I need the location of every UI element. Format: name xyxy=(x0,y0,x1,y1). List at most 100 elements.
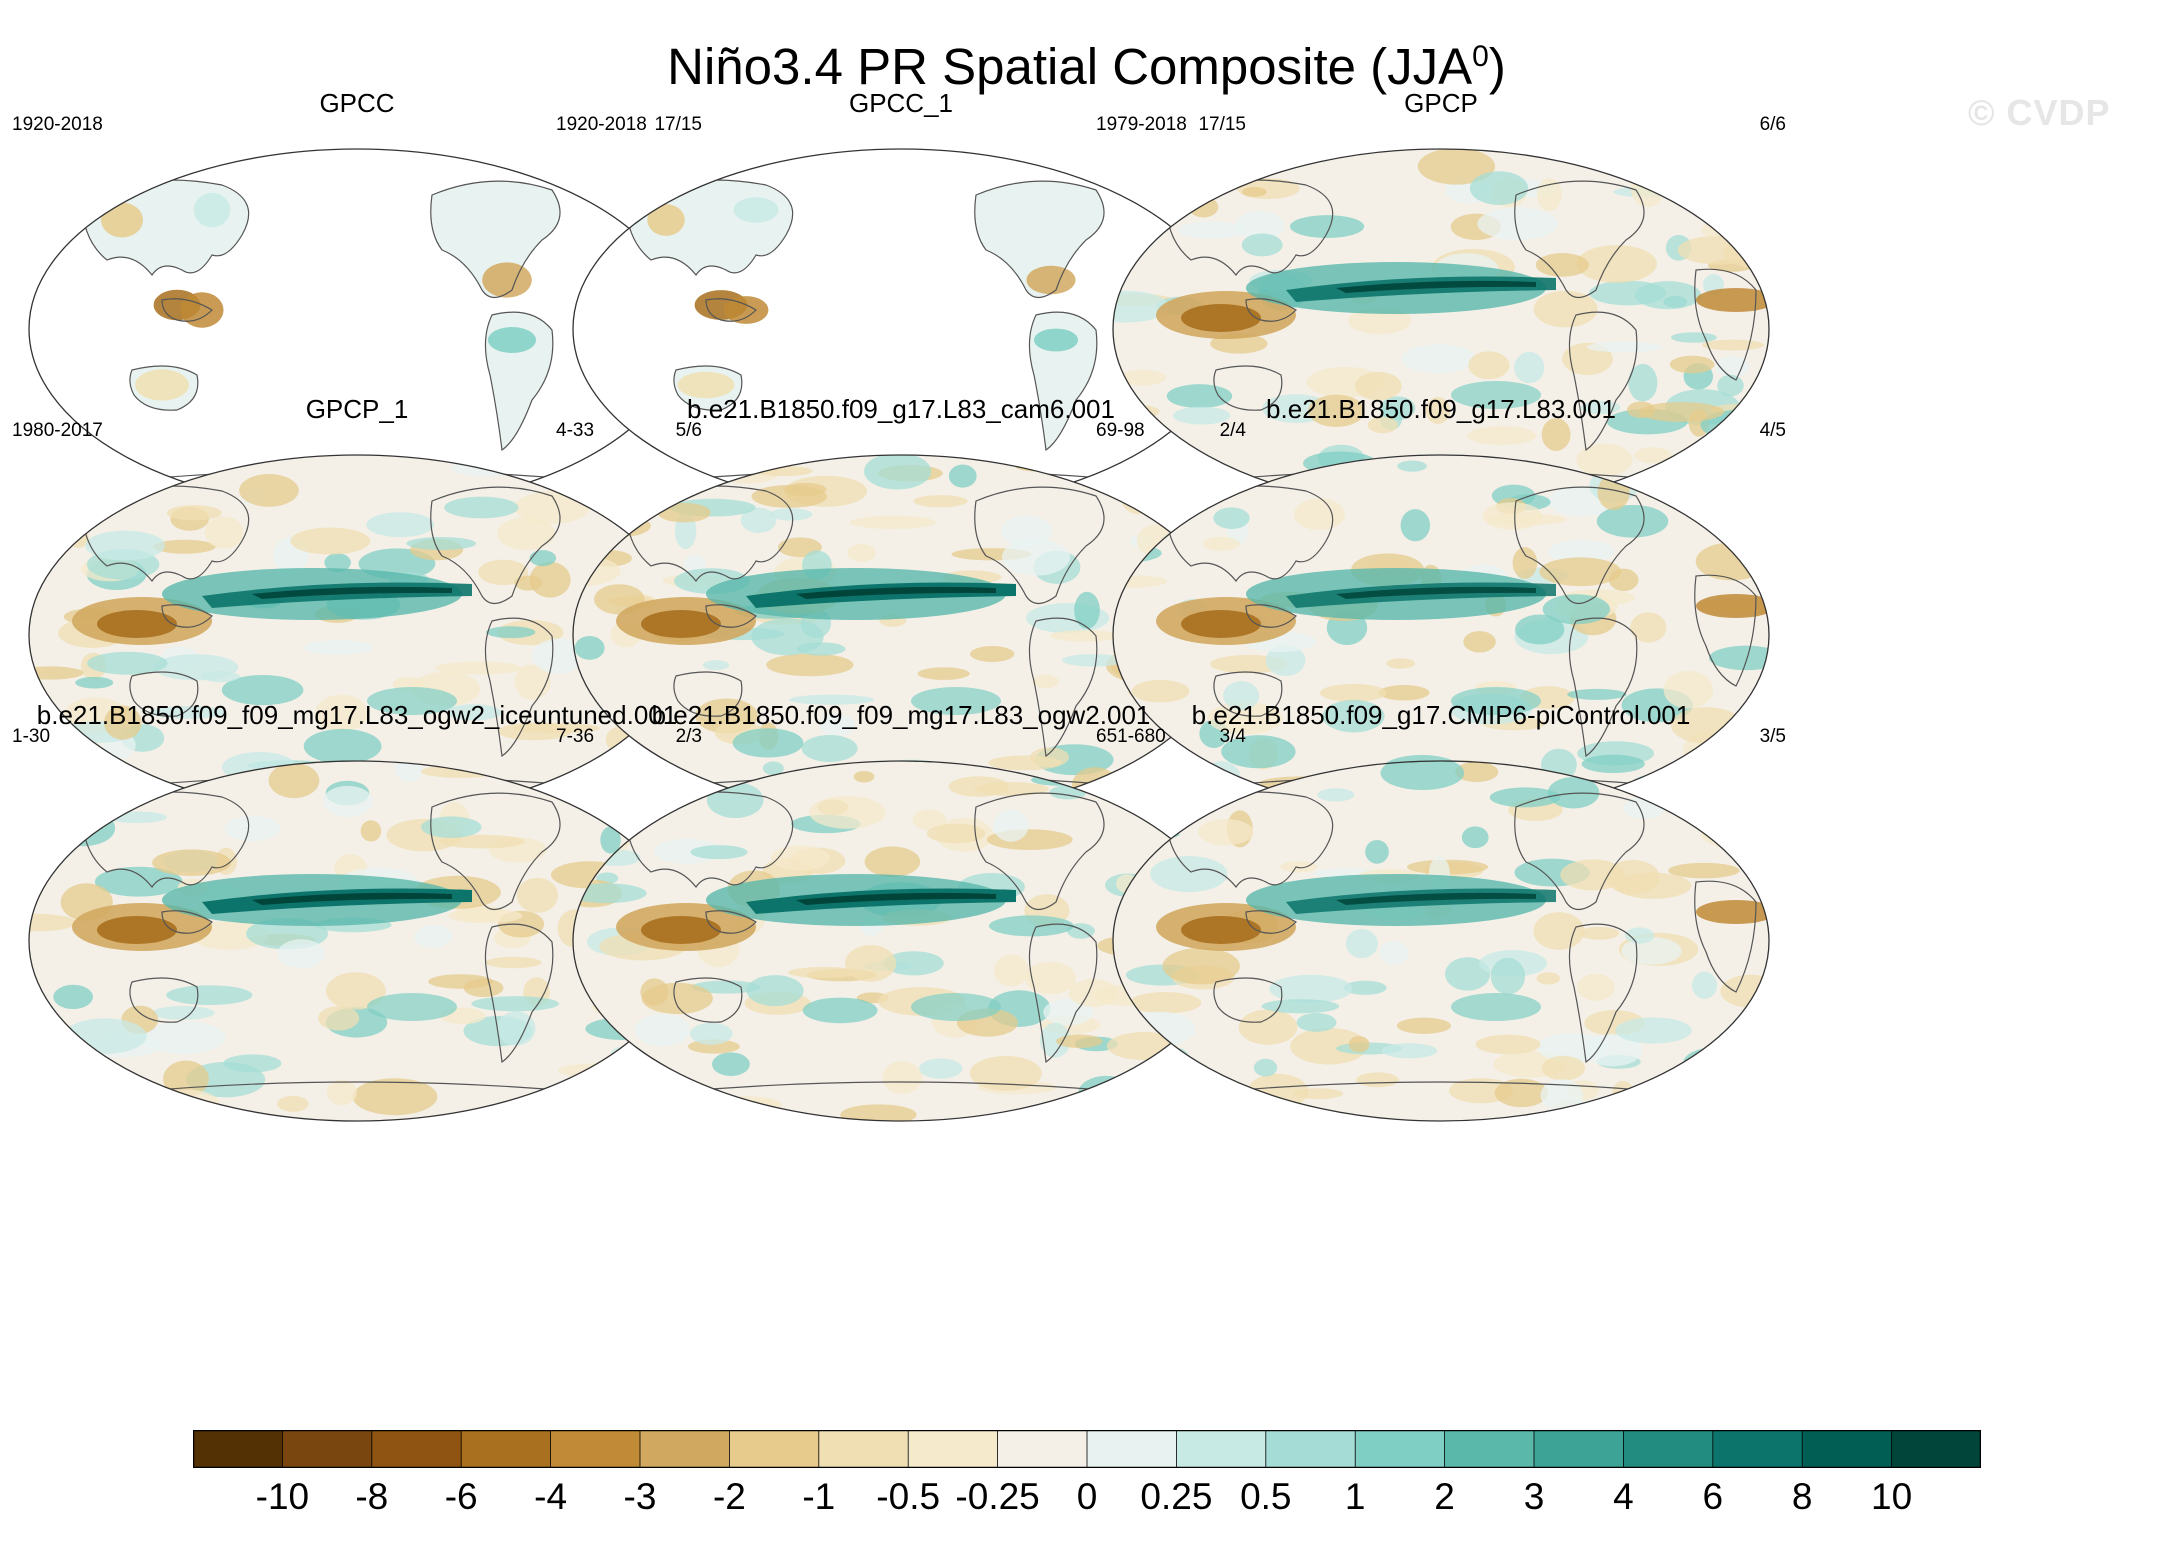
anomaly-patch xyxy=(1317,788,1355,802)
anomaly-patch xyxy=(1354,371,1402,401)
colorbar-tick-label: 10 xyxy=(1871,1476,1913,1517)
colorbar-swatch xyxy=(1712,1430,1804,1468)
anomaly-patch xyxy=(53,984,94,1010)
dry-anomaly xyxy=(1181,916,1261,944)
chart-title-close: ) xyxy=(1488,38,1506,95)
anomaly-patch xyxy=(153,539,216,554)
panel-count: 17/15 xyxy=(1198,114,1246,135)
map-panel: b.e21.B1850.f09_g17.CMIP6-piControl.001 6… xyxy=(1096,700,1786,1130)
anomaly-patch xyxy=(1162,947,1240,985)
wet-anomaly xyxy=(1451,381,1541,409)
anomaly-patch xyxy=(1241,186,1267,197)
panel-title: b.e21.B1850.f09_g17.L83.001 xyxy=(1266,394,1616,424)
wet-anomaly xyxy=(911,993,1001,1021)
anomaly-patch xyxy=(29,666,84,680)
anomaly-patch xyxy=(1576,245,1657,283)
maritime-continent-outline xyxy=(161,298,213,322)
anomaly-patch xyxy=(478,559,529,586)
anomaly-patch xyxy=(1074,591,1100,629)
anomaly-patch xyxy=(324,553,351,573)
anomaly-patch xyxy=(87,651,168,675)
asia-outline xyxy=(625,485,794,583)
anomaly-patch xyxy=(446,704,502,721)
anomaly-patch xyxy=(1615,1017,1692,1044)
dry-anomaly xyxy=(1696,288,1769,312)
anomaly-patch xyxy=(1131,679,1190,703)
anomaly-patch xyxy=(668,1098,752,1121)
anomaly-patch xyxy=(1136,459,1204,489)
anomaly-patch xyxy=(1463,631,1496,653)
wet-anomaly xyxy=(367,993,457,1021)
panel-count: 5/6 xyxy=(675,420,702,441)
wet-anomaly xyxy=(1451,687,1541,715)
anomaly-patch xyxy=(434,661,523,675)
wet-anomaly-core xyxy=(1336,892,1536,905)
anomaly-patch xyxy=(751,485,828,508)
anomaly-patch xyxy=(919,1058,963,1079)
south-america-outline xyxy=(1028,617,1098,758)
panel-count: 4/5 xyxy=(1759,420,1786,441)
anomaly-patch xyxy=(926,823,986,844)
anomaly-patch xyxy=(1113,828,1180,841)
colorbar-swatch xyxy=(1265,1430,1357,1468)
maritime-continent-outline xyxy=(161,604,213,628)
anomaly-patch xyxy=(1581,754,1645,774)
anomaly-patch xyxy=(1739,159,1769,175)
anomaly-patch xyxy=(1296,1013,1337,1032)
anomaly-patch xyxy=(849,515,936,530)
north-america-outline xyxy=(430,486,561,605)
anomaly-patch xyxy=(658,1104,744,1121)
colorbar-swatch xyxy=(282,1430,373,1468)
australia-outline xyxy=(673,671,743,717)
colorbar-swatch xyxy=(550,1430,641,1468)
north-america-outline xyxy=(1514,180,1645,299)
anomaly-patch xyxy=(1533,290,1598,328)
anomaly-patch xyxy=(702,660,730,671)
colorbar-swatch xyxy=(997,1430,1088,1468)
colorbar-swatch xyxy=(1444,1430,1535,1468)
anomaly-patch xyxy=(706,782,764,819)
anomaly-patch xyxy=(640,978,669,1006)
anomaly-patch xyxy=(1670,332,1717,343)
anomaly-patch xyxy=(1031,774,1085,786)
maritime-continent-outline xyxy=(161,910,213,934)
anomaly-patch xyxy=(1378,684,1430,701)
anomaly-patch xyxy=(360,820,382,842)
anomaly-patch xyxy=(1541,418,1571,451)
anomaly-patch xyxy=(1467,426,1537,445)
anomaly-patch xyxy=(326,1079,357,1106)
anomaly-patch xyxy=(1001,538,1071,576)
coastlines xyxy=(625,791,1217,1093)
anomaly-patch xyxy=(768,508,813,521)
anomaly-patch xyxy=(1119,369,1166,386)
anomaly-patch xyxy=(1379,940,1409,965)
anomaly-patch xyxy=(1367,416,1399,434)
colorbar-labels: -10 -8 -6 -4 -3 -2 -1 -0.5 -0.25 0 0.25 0.5 1 2 3 4 6 8 10 xyxy=(0,1472,2173,1522)
anomaly-patch xyxy=(75,676,114,689)
panel-period: 1980-2017 xyxy=(12,420,103,441)
australia-outline xyxy=(129,671,199,717)
anomaly-patch xyxy=(1490,957,1526,995)
anomaly-patch xyxy=(1535,253,1589,277)
anomaly-patch xyxy=(204,516,244,549)
north-america-outline xyxy=(1514,792,1645,911)
anomaly-patch xyxy=(1294,498,1346,531)
africa-outline xyxy=(1694,268,1757,381)
anomaly-patch xyxy=(1056,1034,1103,1048)
anomaly-patch xyxy=(969,1055,1042,1091)
maritime-continent-outline xyxy=(1245,604,1297,628)
anomaly-patch xyxy=(819,713,855,737)
anomaly-patch xyxy=(1475,1034,1541,1055)
south-america-outline xyxy=(1568,311,1638,452)
colorbar-swatch xyxy=(639,1430,731,1468)
anomaly-patch xyxy=(1345,929,1378,959)
anomaly-patch xyxy=(322,785,373,817)
wet-anomaly-core xyxy=(252,586,452,599)
anomaly-patch xyxy=(514,491,590,524)
antarctica-outline xyxy=(1215,1081,1667,1093)
anomaly-patch xyxy=(788,966,861,978)
anomaly-patch xyxy=(1113,575,1168,588)
anomaly-patch xyxy=(690,845,748,860)
anomaly-patch xyxy=(1701,818,1769,850)
anomaly-patch xyxy=(740,507,777,533)
